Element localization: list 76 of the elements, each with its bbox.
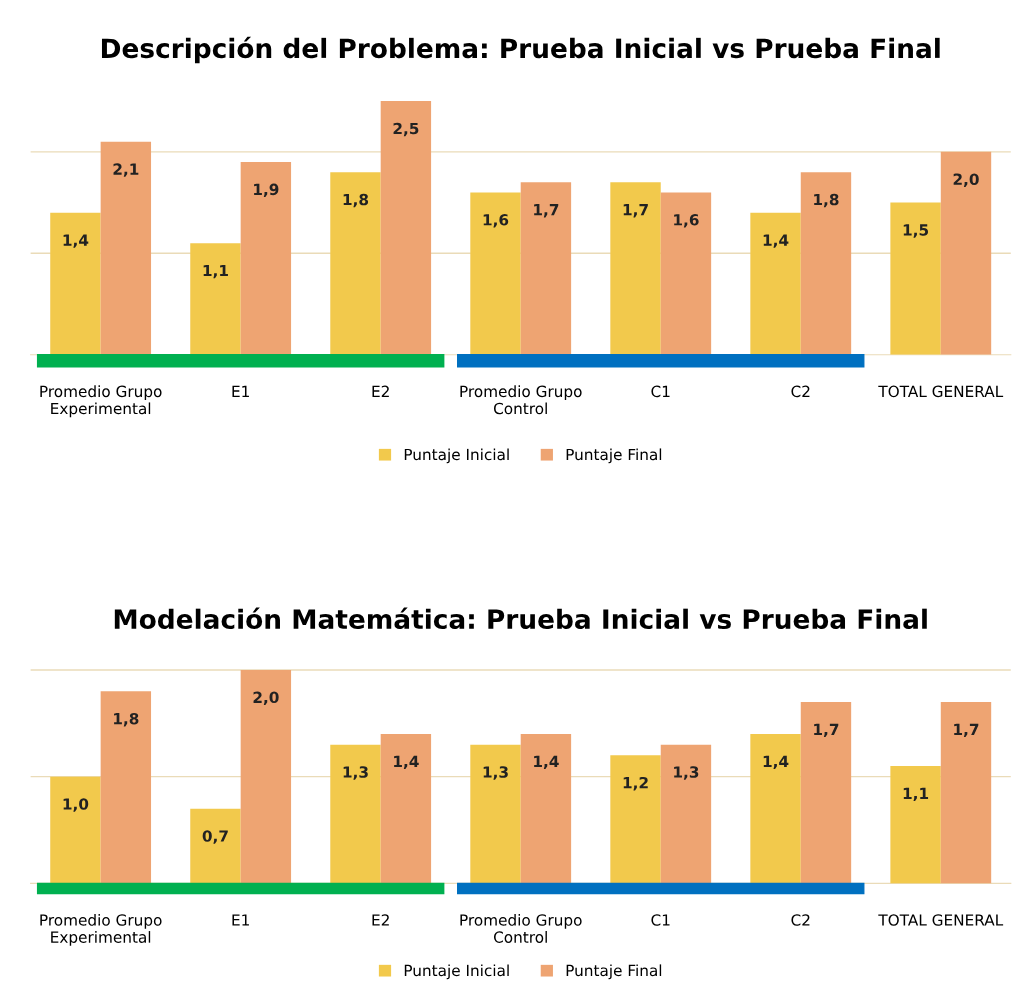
data-label: 1,1	[903, 787, 929, 802]
x-tick-label: E2	[372, 914, 389, 926]
data-label: 1,4	[394, 755, 419, 770]
bar	[520, 733, 572, 884]
data-label: 1,0	[63, 798, 89, 812]
bar	[610, 182, 661, 355]
data-label: 1,8	[343, 193, 369, 208]
bar	[940, 701, 992, 884]
x-tick-label: C1	[651, 385, 670, 398]
data-label: 1,7	[623, 204, 648, 218]
bar	[800, 172, 852, 355]
data-label: 1,6	[483, 214, 509, 228]
data-label: 2,0	[253, 691, 279, 706]
x-tick-label: Promedio Grupo Experimental	[40, 913, 162, 946]
x-tick-label: C1	[651, 914, 670, 926]
x-tick-label: E2	[372, 385, 389, 397]
bar	[660, 192, 712, 355]
x-tick-label: E1	[232, 385, 249, 397]
x-tick-label: E1	[232, 914, 249, 926]
chart-title: Modelación Matemática: Prueba Inicial vs Prueba Final	[114, 607, 927, 630]
legend-label: Puntaje Inicial	[404, 964, 509, 980]
data-label: 2,5	[393, 122, 419, 137]
data-label: 1,7	[954, 723, 979, 738]
bar	[890, 202, 941, 355]
x-tick-label: Promedio Grupo Control	[460, 913, 582, 943]
legend-label: Puntaje Final	[566, 964, 662, 980]
data-label: 1,8	[114, 712, 139, 727]
data-label: 1,7	[534, 204, 559, 218]
data-label: 1,4	[763, 234, 789, 248]
bar	[470, 744, 521, 884]
bar	[380, 101, 432, 355]
legend-label: Puntaje Inicial	[404, 448, 509, 464]
bar	[660, 744, 712, 884]
bar	[190, 243, 241, 355]
bar	[470, 192, 521, 355]
data-label: 1,1	[203, 264, 228, 279]
bar	[940, 151, 992, 355]
data-label: 1,4	[63, 234, 89, 248]
x-tick-label: TOTAL GENERAL	[878, 385, 1004, 398]
bar	[50, 776, 101, 884]
data-label: 1,4	[763, 755, 789, 770]
data-label: 1,4	[534, 755, 559, 770]
data-label: 1,2	[623, 776, 648, 791]
data-label: 1,6	[674, 214, 699, 228]
data-label: 1,9	[254, 183, 279, 198]
bar	[750, 212, 801, 355]
bar	[240, 162, 292, 355]
data-label: 1,3	[343, 766, 368, 780]
x-tick-label: Promedio Grupo Control	[460, 385, 582, 415]
bar	[520, 182, 572, 355]
bar	[890, 766, 941, 884]
bar	[800, 701, 852, 884]
data-label: 0,7	[202, 830, 228, 844]
data-label: 2,0	[953, 173, 979, 187]
bar	[100, 691, 152, 884]
bar	[190, 808, 241, 884]
legend-label: Puntaje Final	[566, 448, 662, 464]
data-label: 2,1	[113, 163, 139, 177]
bar	[240, 669, 292, 884]
bar	[50, 212, 101, 355]
bar	[330, 172, 381, 355]
x-tick-label: C2	[791, 385, 810, 398]
data-label: 1,3	[674, 766, 699, 780]
x-tick-label: TOTAL GENERAL	[878, 914, 1004, 926]
bar	[610, 755, 661, 884]
bar	[330, 744, 381, 884]
x-tick-label: Promedio Grupo Experimental	[40, 385, 162, 418]
bar	[750, 733, 801, 884]
data-label: 1,8	[814, 193, 839, 208]
bar	[380, 733, 432, 884]
data-label: 1,3	[483, 766, 508, 780]
data-label: 1,5	[903, 224, 929, 238]
chart-title: Descripción del Problema: Prueba Inicial vs Prueba Final	[101, 36, 940, 64]
bar	[100, 141, 152, 355]
x-tick-label: C2	[791, 914, 810, 926]
data-label: 1,7	[814, 723, 839, 738]
